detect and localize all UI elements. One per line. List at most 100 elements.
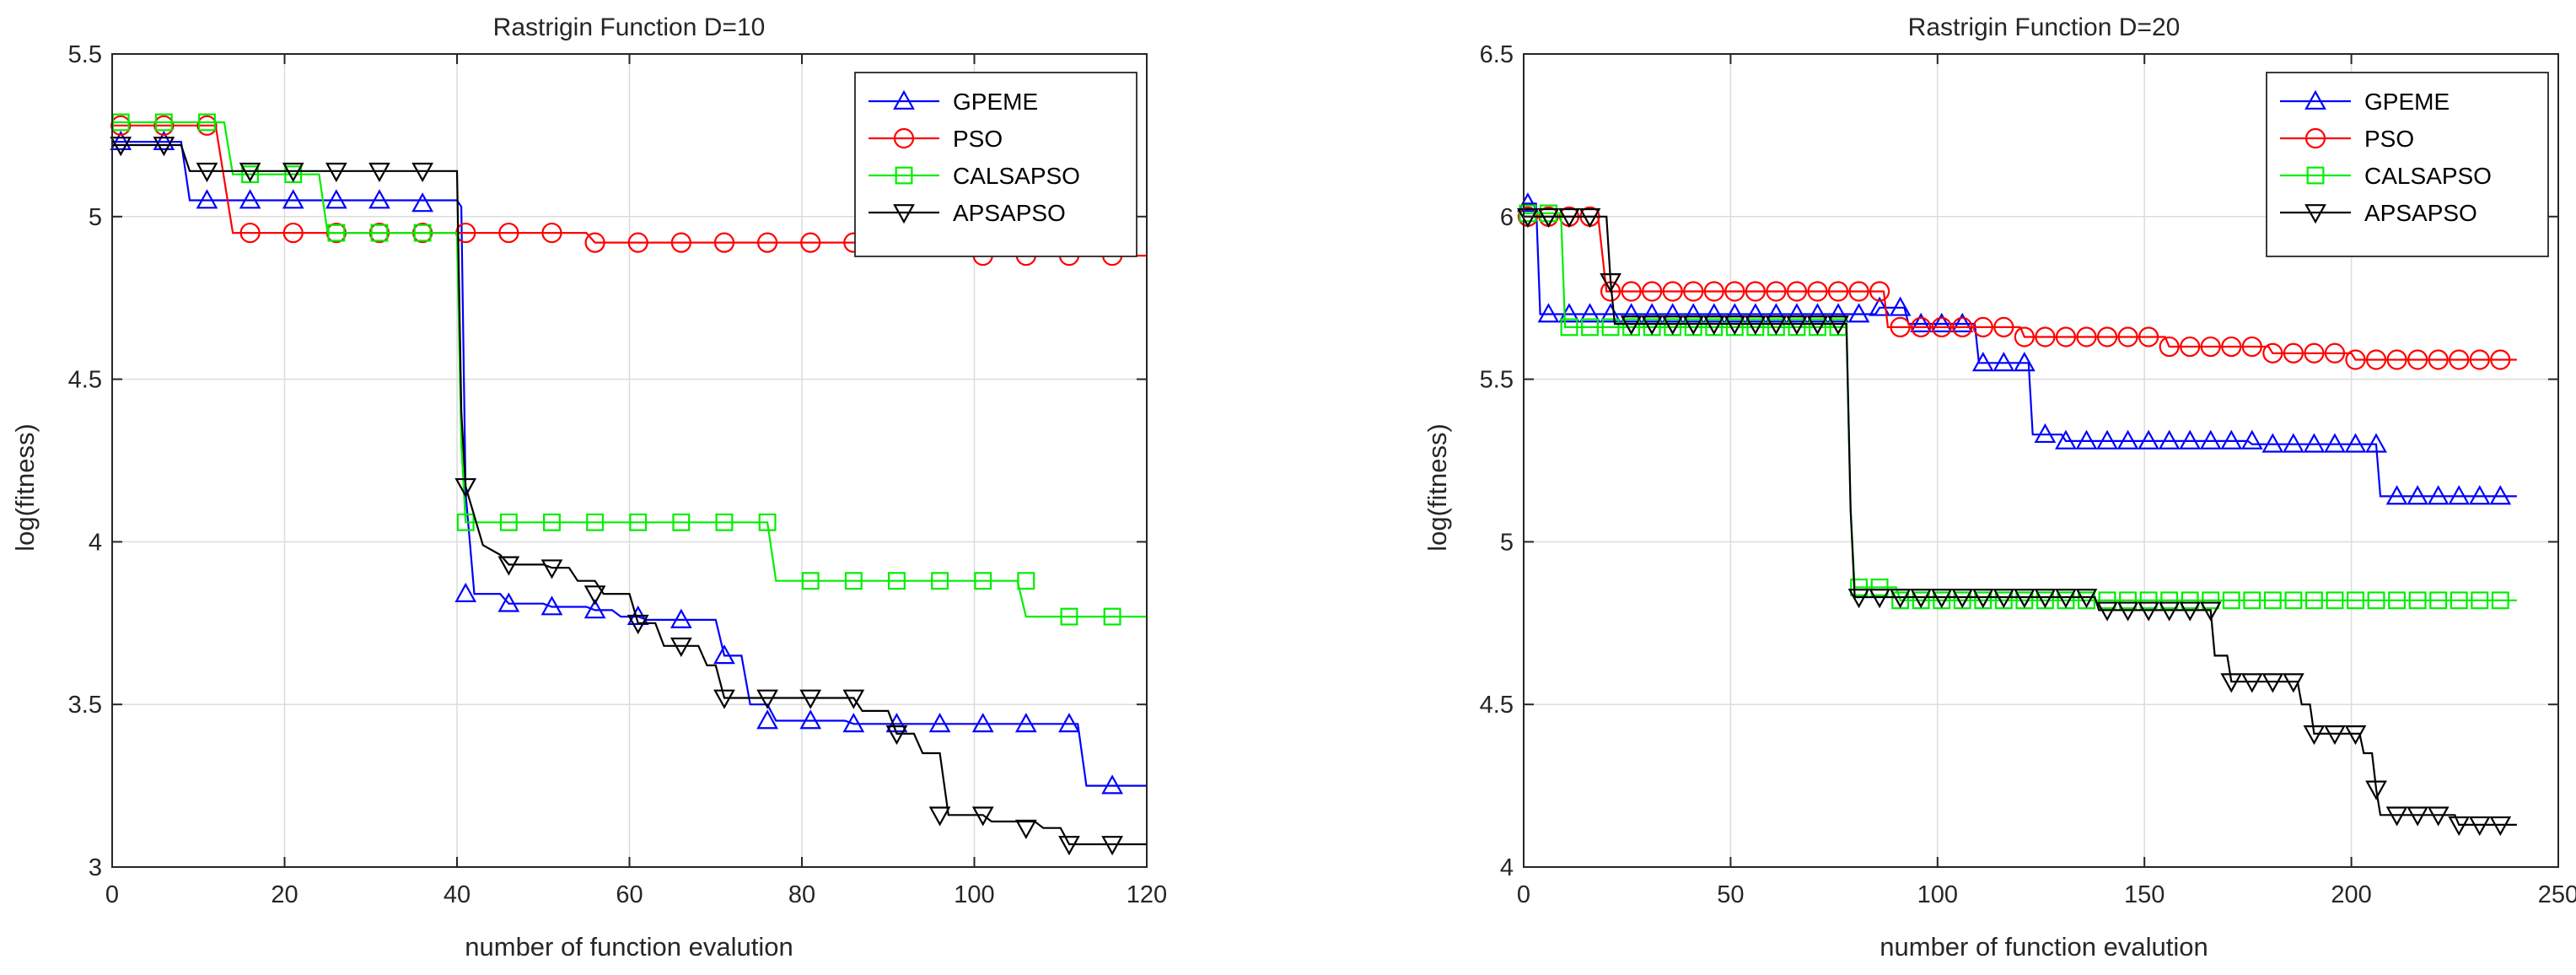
data-point-gpeme bbox=[2199, 429, 2222, 450]
data-point-gpeme bbox=[1101, 774, 1123, 795]
data-point-apsapso bbox=[1951, 589, 1974, 609]
y-tick-label: 4.5 bbox=[68, 367, 102, 394]
data-point-pso bbox=[153, 115, 175, 136]
data-point-calsapso bbox=[1870, 578, 1889, 596]
y-tick-label: 5.5 bbox=[1480, 367, 1514, 394]
data-point-apsapso bbox=[368, 162, 390, 183]
data-point-pso bbox=[713, 232, 735, 253]
data-point-gpeme bbox=[1058, 713, 1080, 733]
data-point-gpeme bbox=[1930, 312, 1953, 332]
legend-item-pso: PSO bbox=[2280, 126, 2414, 152]
data-point-pso bbox=[1890, 316, 1911, 338]
data-point-apsapso bbox=[1724, 315, 1746, 336]
data-point-calsapso bbox=[327, 224, 346, 242]
y-tick-label: 3 bbox=[89, 854, 102, 881]
data-point-pso bbox=[584, 232, 605, 253]
data-point-apsapso bbox=[842, 689, 865, 709]
data-point-apsapso bbox=[2013, 589, 2036, 609]
data-point-apsapso bbox=[1910, 589, 1933, 609]
data-point-apsapso bbox=[1682, 315, 1705, 336]
data-point-apsapso bbox=[885, 725, 908, 746]
data-point-calsapso bbox=[456, 513, 475, 531]
data-point-gpeme bbox=[540, 595, 563, 616]
data-point-calsapso bbox=[154, 113, 173, 132]
legend-label: PSO bbox=[953, 126, 1003, 152]
data-point-apsapso bbox=[282, 162, 304, 183]
data-point-gpeme bbox=[1889, 296, 1912, 316]
x-tick-label: 200 bbox=[2331, 881, 2371, 908]
data-point-calsapso bbox=[1060, 607, 1078, 626]
data-point-calsapso bbox=[2429, 591, 2448, 610]
legend-item-apsapso: APSAPSO bbox=[869, 200, 1066, 226]
data-point-apsapso bbox=[2448, 816, 2471, 837]
data-point-calsapso bbox=[629, 513, 648, 531]
data-point-pso bbox=[1642, 281, 1663, 302]
data-point-apsapso bbox=[1537, 207, 1560, 229]
data-point-pso bbox=[627, 232, 648, 253]
data-point-gpeme bbox=[1014, 713, 1037, 733]
data-point-pso bbox=[1683, 281, 1704, 302]
data-point-calsapso bbox=[888, 572, 906, 590]
data-point-gpeme bbox=[1744, 303, 1767, 323]
data-point-pso bbox=[2469, 349, 2490, 370]
data-point-gpeme bbox=[2407, 485, 2428, 505]
data-point-calsapso bbox=[499, 513, 518, 531]
data-point-pso bbox=[2076, 326, 2097, 347]
data-point-gpeme bbox=[799, 709, 822, 730]
data-point-apsapso bbox=[1930, 589, 1953, 609]
data-point-apsapso bbox=[2303, 725, 2326, 746]
legend-item-calsapso: CALSAPSO bbox=[869, 163, 1080, 189]
chart-title: Rastrigin Function D=10 bbox=[493, 13, 766, 41]
data-point-apsapso bbox=[2220, 673, 2243, 693]
data-point-pso bbox=[670, 232, 691, 253]
data-point-apsapso bbox=[1827, 315, 1849, 336]
series-line-apsapso bbox=[1524, 215, 2517, 827]
data-point-apsapso bbox=[1661, 315, 1684, 336]
x-tick-label: 0 bbox=[105, 881, 119, 908]
data-point-apsapso bbox=[1847, 589, 1870, 609]
y-axis-label: log(fitness) bbox=[10, 423, 40, 552]
data-point-gpeme bbox=[2489, 485, 2512, 505]
data-point-gpeme bbox=[2138, 429, 2159, 450]
data-point-apsapso bbox=[2283, 673, 2304, 693]
data-point-gpeme bbox=[2468, 485, 2491, 505]
data-point-calsapso bbox=[672, 513, 691, 531]
series-line-pso bbox=[1524, 215, 2517, 361]
data-point-gpeme bbox=[1951, 312, 1974, 332]
data-point-gpeme bbox=[2283, 433, 2304, 453]
data-point-apsapso bbox=[239, 162, 261, 183]
data-point-pso bbox=[2200, 336, 2221, 358]
y-axis-label: log(fitness) bbox=[1422, 423, 1452, 552]
data-point-gpeme bbox=[2220, 429, 2243, 450]
data-point-gpeme bbox=[1993, 352, 2015, 372]
data-point-gpeme bbox=[842, 713, 865, 733]
data-point-apsapso bbox=[1971, 589, 1994, 609]
data-point-calsapso bbox=[2408, 591, 2427, 610]
data-point-pso bbox=[2180, 336, 2201, 358]
data-point-calsapso bbox=[931, 572, 949, 590]
data-point-calsapso bbox=[370, 224, 389, 242]
data-point-apsapso bbox=[2324, 725, 2346, 746]
y-tick-label: 6 bbox=[1500, 204, 1514, 231]
data-point-pso bbox=[196, 115, 218, 136]
data-point-apsapso bbox=[670, 637, 692, 658]
data-point-gpeme bbox=[1847, 303, 1870, 323]
data-point-pso bbox=[282, 222, 304, 244]
data-point-gpeme bbox=[368, 189, 390, 209]
data-point-calsapso bbox=[2202, 591, 2220, 610]
x-tick-label: 80 bbox=[788, 881, 815, 908]
legend-marker bbox=[2304, 204, 2326, 224]
data-point-apsapso bbox=[2096, 601, 2118, 622]
data-point-gpeme bbox=[454, 582, 477, 602]
data-point-calsapso bbox=[2243, 591, 2261, 610]
legend-label: CALSAPSO bbox=[2364, 163, 2492, 189]
data-point-gpeme bbox=[928, 713, 951, 733]
data-point-pso bbox=[541, 222, 562, 244]
legend-item-calsapso: CALSAPSO bbox=[2280, 163, 2492, 189]
data-point-gpeme bbox=[1641, 303, 1664, 323]
data-point-pso bbox=[1703, 281, 1724, 302]
data-point-gpeme bbox=[411, 192, 433, 213]
data-point-calsapso bbox=[586, 513, 605, 531]
data-point-pso bbox=[1972, 316, 1993, 338]
